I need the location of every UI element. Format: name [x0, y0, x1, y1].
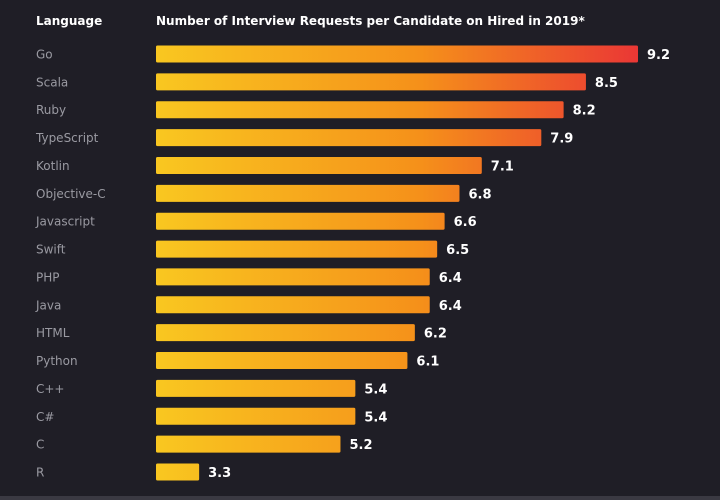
category-label: Python	[36, 354, 78, 368]
value-label: 5.2	[349, 438, 372, 453]
bar-c-	[156, 407, 356, 425]
bottom-edge	[0, 496, 720, 500]
category-label: Scala	[36, 75, 68, 89]
category-label: Javascript	[35, 215, 95, 229]
category-label: C#	[36, 410, 54, 424]
bar-swift	[156, 240, 438, 258]
value-label: 9.2	[647, 48, 670, 63]
chart-title: Number of Interview Requests per Candida…	[156, 14, 585, 28]
category-header: Language	[36, 14, 102, 28]
value-label: 8.5	[595, 76, 618, 91]
bar-php	[156, 268, 430, 286]
bar-objective-c	[156, 184, 460, 202]
value-label: 5.4	[364, 382, 387, 397]
value-label: 6.5	[446, 243, 469, 258]
category-label: Objective-C	[36, 187, 106, 201]
value-label: 7.1	[491, 159, 514, 174]
category-label: HTML	[36, 326, 70, 340]
bar-scala	[156, 73, 586, 91]
category-label: Swift	[36, 243, 66, 257]
bar-python	[156, 352, 408, 370]
category-label: PHP	[36, 270, 60, 284]
value-label: 6.8	[468, 187, 491, 202]
category-label: Kotlin	[36, 159, 70, 173]
value-label: 6.2	[424, 327, 447, 342]
bar-ruby	[156, 101, 564, 119]
value-label: 8.2	[573, 104, 596, 119]
category-label: C	[36, 438, 44, 452]
bar-typescript	[156, 129, 542, 147]
category-label: Java	[35, 298, 61, 312]
bar-go	[156, 45, 638, 63]
value-label: 5.4	[364, 410, 387, 425]
bar-c-	[156, 379, 356, 397]
bar-c	[156, 435, 341, 453]
value-label: 7.9	[550, 132, 573, 147]
value-label: 6.1	[416, 355, 439, 370]
bar-java	[156, 296, 430, 314]
bar-kotlin	[156, 156, 482, 174]
value-label: 6.4	[439, 299, 462, 314]
category-label: Ruby	[36, 103, 66, 117]
category-label: Go	[36, 48, 53, 62]
bar-html	[156, 324, 415, 342]
value-label: 6.4	[439, 271, 462, 286]
value-label: 3.3	[208, 466, 231, 481]
category-label: C++	[36, 382, 65, 396]
bar-r	[156, 463, 200, 481]
bar-javascript	[156, 212, 445, 230]
category-label: R	[36, 466, 44, 480]
category-label: TypeScript	[35, 131, 99, 145]
value-label: 6.6	[454, 215, 477, 230]
